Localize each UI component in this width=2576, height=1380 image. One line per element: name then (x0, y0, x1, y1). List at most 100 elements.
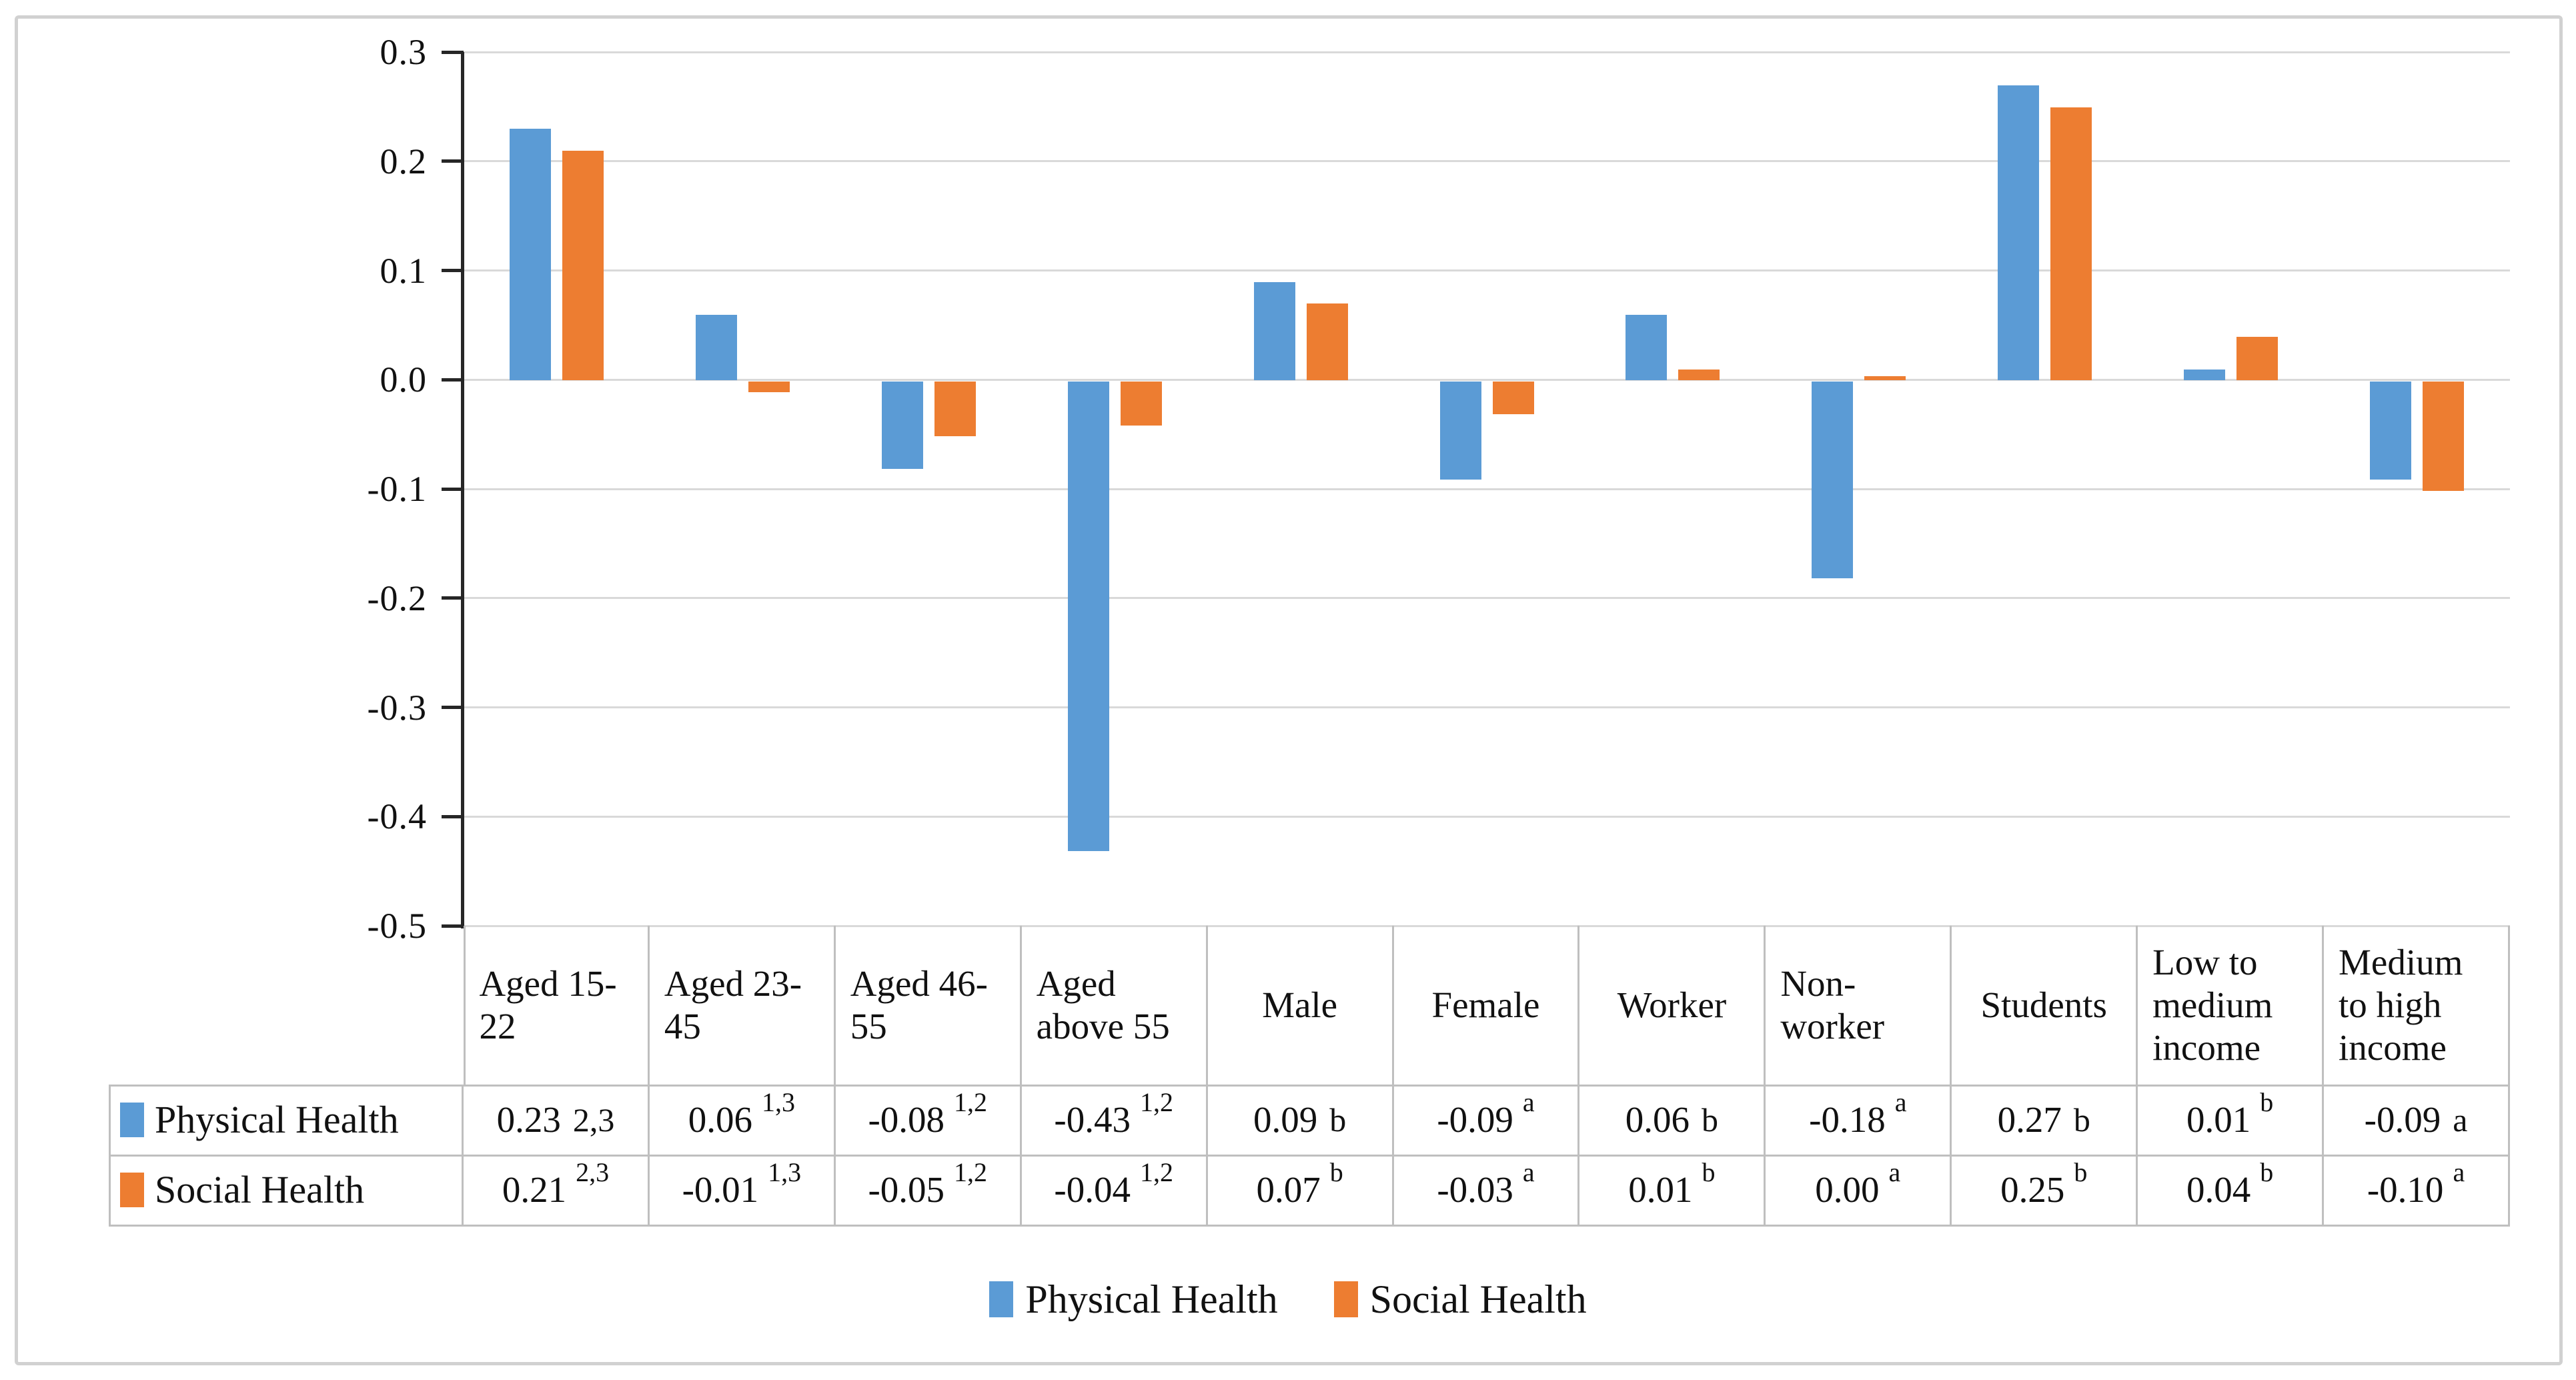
series-key-swatch-icon (120, 1172, 144, 1207)
bar-physical-health-female (1439, 382, 1481, 480)
y-axis-label-0.2: 0.2 (380, 141, 427, 181)
table-cell-value: 0.06 (1625, 1099, 1690, 1140)
table-cell-social-health-medium-to-high-income: -0.10 a (2324, 1155, 2510, 1225)
bar-physical-health-medium-to-high-income (2370, 382, 2412, 480)
bar-social-health-aged-46-55 (934, 382, 976, 436)
table-cell-superscript: b (2074, 1157, 2088, 1187)
category-header-label: Male (1262, 984, 1338, 1026)
table-cell-superscript: 1,2 (954, 1087, 988, 1117)
table-cell-physical-health-aged-above-55: -0.43 1,2 (1022, 1085, 1208, 1155)
table-cell-physical-health-aged-15-22: 0.23 2,3 (464, 1085, 650, 1155)
table-cell-social-health-students: 0.25 b (1952, 1155, 2138, 1225)
table-cell-superscript: a (1894, 1087, 1907, 1117)
y-axis-label--0.3: -0.3 (367, 687, 427, 728)
table-cell-value: -0.08 (868, 1099, 945, 1140)
bar-physical-health-non-worker (1812, 382, 1854, 578)
category-header-label: Low to medium income (2152, 942, 2273, 1068)
bar-physical-health-aged-15-22 (509, 129, 551, 380)
category-header-label: Aged 46-55 (850, 963, 988, 1047)
table-cell-physical-health-worker: 0.06 b (1579, 1085, 1766, 1155)
y-axis-tick--0.1 (442, 487, 464, 491)
table-cell-value: 0.00 (1815, 1169, 1880, 1210)
table-cell-superscript: a (1888, 1157, 1901, 1187)
category-header-male: Male (1208, 926, 1394, 1085)
table-cell-superscript: b (2073, 1101, 2090, 1139)
table-cell-superscript: a (2453, 1101, 2468, 1139)
bar-physical-health-worker (1626, 314, 1668, 380)
table-cell-value: -0.09 (2364, 1099, 2441, 1140)
category-header-worker: Worker (1579, 926, 1766, 1085)
table-cell-physical-health-female: -0.09 a (1394, 1085, 1580, 1155)
table-row-border (109, 1085, 2510, 1087)
category-header-low-to-medium-income: Low to medium income (2138, 926, 2325, 1085)
y-axis-tick--0.4 (442, 814, 464, 818)
table-cell-superscript: 1,3 (761, 1087, 795, 1117)
series-key-swatch-icon (120, 1102, 144, 1137)
gridline-0.2 (464, 160, 2510, 163)
table-cell-superscript: 1,2 (954, 1157, 988, 1187)
table-cell-value: -0.09 (1437, 1099, 1513, 1140)
table-cell-superscript: 2,3 (572, 1101, 615, 1139)
table-cell-social-health-worker: 0.01 b (1579, 1155, 1766, 1225)
table-cell-value: -0.18 (1809, 1099, 1886, 1140)
y-axis-label-0.1: 0.1 (380, 250, 427, 291)
table-cell-social-health-female: -0.03 a (1394, 1155, 1580, 1225)
table-cell-superscript: b (2260, 1087, 2274, 1117)
chart-legend: Physical Health Social Health (0, 1265, 2576, 1334)
y-axis-label--0.2: -0.2 (367, 578, 427, 618)
table-cell-value: 0.23 (496, 1099, 561, 1140)
category-header-aged-23-45: Aged 23-45 (650, 926, 836, 1085)
category-header-label: Medium to high income (2339, 942, 2463, 1068)
table-cell-superscript: b (2260, 1157, 2274, 1187)
table-cell-superscript: 1,2 (1139, 1157, 1173, 1187)
table-cell-physical-health-low-to-medium-income: 0.01 b (2138, 1085, 2325, 1155)
table-row-border (109, 1155, 2510, 1157)
y-axis-label-0.0: 0.0 (380, 360, 427, 400)
category-header-aged-above-55: Aged above 55 (1022, 926, 1208, 1085)
bar-physical-health-low-to-medium-income (2184, 369, 2226, 380)
table-cell-value: -0.43 (1054, 1099, 1131, 1140)
table-cell-superscript: a (1522, 1087, 1535, 1117)
category-header-label: Non-worker (1780, 963, 1885, 1047)
y-axis-tick--0.3 (442, 706, 464, 709)
table-cell-value: -0.05 (868, 1169, 945, 1210)
y-axis-label--0.1: -0.1 (367, 469, 427, 509)
category-header-students: Students (1952, 926, 2138, 1085)
bar-physical-health-aged-above-55 (1067, 382, 1109, 852)
category-header-label: Aged above 55 (1036, 963, 1170, 1047)
legend-label: Social Health (1369, 1277, 1587, 1321)
table-cell-superscript: b (1702, 1101, 1719, 1139)
table-cell-value: 0.01 (1628, 1169, 1693, 1210)
gridline-0.0 (464, 378, 2510, 381)
table-cell-superscript: a (2453, 1157, 2465, 1187)
table-cell-superscript: b (1329, 1101, 1347, 1139)
table-cell-value: -0.10 (2367, 1169, 2444, 1210)
table-cell-superscript: b (1702, 1157, 1716, 1187)
table-cell-physical-health-students: 0.27 b (1952, 1085, 2138, 1155)
gridline--0.1 (464, 488, 2510, 490)
y-axis-tick-0.2 (442, 159, 464, 163)
table-cell-social-health-low-to-medium-income: 0.04 b (2138, 1155, 2325, 1225)
bar-social-health-non-worker (1864, 376, 1906, 380)
y-axis-tick-0.3 (442, 50, 464, 54)
gridline-0.3 (464, 51, 2510, 53)
category-header-female: Female (1394, 926, 1580, 1085)
table-cell-social-health-aged-46-55: -0.05 1,2 (836, 1155, 1022, 1225)
y-axis-label--0.4: -0.4 (367, 796, 427, 837)
bar-social-health-students (2050, 107, 2092, 380)
bar-social-health-medium-to-high-income (2423, 382, 2465, 491)
figure-frame (15, 15, 2563, 1365)
table-cell-superscript: 1,2 (1139, 1087, 1173, 1117)
y-axis-label--0.5: -0.5 (367, 906, 427, 946)
bar-physical-health-male (1253, 281, 1295, 380)
table-cell-social-health-aged-above-55: -0.04 1,2 (1022, 1155, 1208, 1225)
bar-social-health-female (1492, 382, 1534, 415)
table-cell-social-health-non-worker: 0.00 a (1766, 1155, 1952, 1225)
table-cell-superscript: a (1522, 1157, 1535, 1187)
category-header-aged-46-55: Aged 46-55 (836, 926, 1022, 1085)
category-header-label: Students (1980, 984, 2107, 1026)
table-cell-value: 0.09 (1253, 1099, 1318, 1140)
category-header-aged-15-22: Aged 15-22 (464, 926, 650, 1085)
bar-physical-health-aged-46-55 (881, 382, 923, 469)
table-cell-physical-health-aged-23-45: 0.06 1,3 (650, 1085, 836, 1155)
